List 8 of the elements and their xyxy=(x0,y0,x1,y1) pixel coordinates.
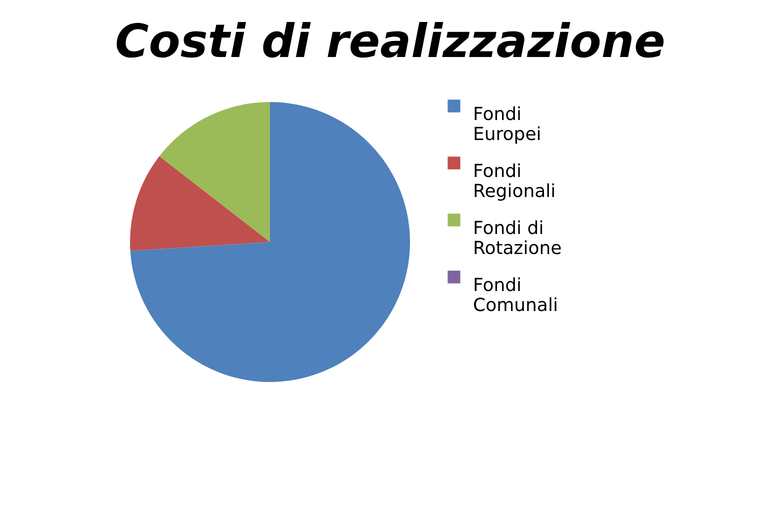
pie-slice xyxy=(130,156,270,251)
pie-slice xyxy=(159,102,270,242)
pie-slice xyxy=(130,102,410,382)
legend-label: Fondi Regionali xyxy=(473,161,556,202)
legend-label: Fondi Europei xyxy=(473,104,542,145)
legend-label: Fondi Comunali xyxy=(473,275,558,316)
chart-title: Costi di realizzazione xyxy=(115,14,666,68)
legend-label: Fondi di Rotazione xyxy=(473,218,562,259)
